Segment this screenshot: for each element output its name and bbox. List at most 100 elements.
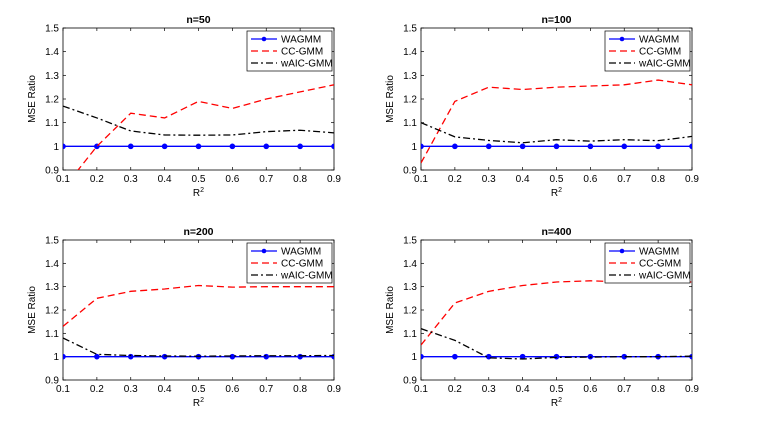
chart-3-series-cc-gmm-line — [63, 284, 334, 327]
chart-3-legend-waic-gmm-label: wAIC-GMM — [280, 271, 333, 282]
chart-2-xtick-label: 0.7 — [617, 174, 631, 185]
chart-3-legend-wagmm-label: WAGMM — [281, 247, 321, 258]
chart-1-xlabel-superscript: 2 — [200, 187, 204, 194]
chart-3-xtick-label: 0.6 — [225, 384, 239, 395]
chart-2-series-wagmm-point — [587, 143, 594, 150]
chart-1-series-wagmm-point — [195, 143, 202, 150]
chart-1-series-wagmm-point — [297, 143, 303, 150]
chart-2-series-wagmm-point — [452, 143, 458, 150]
chart-2-xtick-label: 0.3 — [482, 174, 496, 185]
chart-1-xtick-label: 0.9 — [327, 174, 341, 185]
chart-1-ylabel: MSE Ratio — [27, 75, 38, 123]
chart-4-xtick-label: 0.3 — [482, 384, 496, 395]
chart-4-legend-waic-gmm-label: wAIC-GMM — [638, 271, 691, 282]
chart-4-xtick-label: 0.5 — [550, 384, 564, 395]
chart-1-series-wagmm-point — [331, 143, 334, 150]
chart-3-series-wagmm-point — [229, 353, 236, 360]
chart-2-legend-wagmm-label: WAGMM — [639, 35, 679, 46]
chart-1-series-waic-gmm-line — [63, 105, 334, 136]
chart-1-xlabel-text: R — [193, 188, 200, 199]
chart-1-xtick-label: 0.1 — [56, 174, 70, 185]
chart-3-series-wagmm-point — [94, 353, 100, 360]
chart-1-series-group — [63, 84, 334, 170]
chart-4-series-wagmm-point — [421, 353, 424, 360]
chart-1-legend-wagmm-marker — [261, 36, 267, 42]
chart-3-xtick-label: 0.3 — [124, 384, 138, 395]
chart-2-xtick-label: 0.5 — [550, 174, 564, 185]
chart-1: 0.1 0.2 0.3 0.4 0.5 0.6 0.7 0.8 0.9 0.9 1 1.1 1.2 1.3… — [27, 14, 341, 199]
chart-1-ytick-label: 1.2 — [45, 95, 59, 106]
chart-1-series-wagmm-point — [127, 143, 134, 150]
chart-4-ytick-label: 1.1 — [403, 329, 417, 340]
chart-2-xtick-label: 0.4 — [516, 174, 530, 185]
chart-4-xtick-label: 0.9 — [685, 384, 699, 395]
chart-1-title: n=50 — [186, 14, 210, 26]
chart-3-ytick-label: 1.3 — [45, 282, 59, 293]
chart-4-ytick-label: 1.4 — [403, 259, 417, 270]
chart-1-legend-cc-gmm-label: CC-GMM — [281, 47, 323, 58]
chart-3-xlabel-text: R — [193, 398, 200, 409]
chart-2-legend-box — [604, 30, 691, 72]
chart-4-legend-wagmm-marker — [619, 248, 625, 254]
chart-3-xtick-label: 0.8 — [293, 384, 307, 395]
chart-3-ytick-label: 1.5 — [45, 236, 59, 247]
chart-1-ytick-label: 1 — [53, 142, 59, 153]
chart-3-xlabel-superscript: 2 — [200, 397, 204, 404]
chart-3-series-waic-gmm-line — [63, 337, 334, 357]
chart-4-ytick-label: 1.5 — [403, 236, 417, 247]
chart-4-legend-wagmm-label: WAGMM — [639, 247, 679, 258]
chart-2-series-wagmm-point — [519, 143, 526, 150]
chart-2-series-waic-gmm-line — [421, 122, 692, 144]
chart-1-ytick-label: 1.1 — [45, 118, 59, 129]
chart-2-ytick-label: 0.9 — [403, 166, 417, 177]
chart-1-xlabel: R2 — [193, 187, 204, 199]
chart-3-legend-cc-gmm-label: CC-GMM — [281, 259, 323, 270]
chart-3-xtick-label: 0.2 — [90, 384, 104, 395]
chart-3-title: n=200 — [183, 226, 213, 238]
chart-2-xtick-label: 0.2 — [448, 174, 462, 185]
chart-4-xlabel: R2 — [551, 397, 562, 409]
chart-2-ytick-label: 1.1 — [403, 118, 417, 129]
chart-2-series-cc-gmm-line — [421, 79, 692, 164]
chart-3-xtick-label: 0.4 — [158, 384, 172, 395]
chart-1-xtick-label: 0.3 — [124, 174, 138, 185]
chart-3-series-wagmm-point — [297, 353, 303, 360]
chart-1-xtick-label: 0.6 — [225, 174, 239, 185]
chart-4-legend-cc-gmm-label: CC-GMM — [639, 259, 681, 270]
chart-3-xtick-label: 0.7 — [259, 384, 273, 395]
chart-2-ytick-label: 1.3 — [403, 71, 417, 82]
chart-3-series-wagmm-point — [63, 353, 66, 360]
chart-3-ytick-label: 1.4 — [45, 259, 59, 270]
chart-2-ytick-label: 1.2 — [403, 95, 417, 106]
chart-4-ylabel: MSE Ratio — [385, 286, 396, 334]
chart-1-series-wagmm-point — [161, 143, 168, 150]
chart-4-xtick-label: 0.6 — [583, 384, 597, 395]
chart-4-xtick-label: 0.2 — [448, 384, 462, 395]
chart-2-series-wagmm-point — [655, 143, 661, 150]
chart-4-ytick-label: 1.2 — [403, 306, 417, 317]
chart-4-xtick-label: 0.7 — [617, 384, 631, 395]
chart-3-ytick-label: 0.9 — [45, 376, 59, 387]
chart-2-series-wagmm-point — [621, 143, 628, 150]
chart-2-series-wagmm-point — [485, 143, 492, 150]
chart-1-series-cc-gmm-line — [77, 84, 334, 170]
chart-2-ytick-label: 1.5 — [403, 24, 417, 35]
chart-2-xtick-label: 0.6 — [583, 174, 597, 185]
chart-3-series-group — [63, 284, 334, 360]
chart-2-legend-wagmm-marker — [619, 36, 625, 42]
chart-3-ytick-label: 1.1 — [45, 329, 59, 340]
chart-4-series-wagmm-point — [452, 353, 458, 360]
chart-4-ytick-label: 1.3 — [403, 282, 417, 293]
chart-3-ytick-label: 1 — [53, 352, 59, 363]
chart-1-legend-wagmm-label: WAGMM — [281, 35, 321, 46]
chart-2: 0.1 0.2 0.3 0.4 0.5 0.6 0.7 0.8 0.9 0.9 1 1.1 1.2 1.3… — [385, 14, 699, 199]
chart-1-xtick-label: 0.8 — [293, 174, 307, 185]
chart-4-legend-box — [604, 242, 691, 284]
chart-1-ytick-label: 1.4 — [45, 47, 59, 58]
chart-4-xtick-label: 0.8 — [651, 384, 665, 395]
chart-3-xtick-label: 0.1 — [56, 384, 70, 395]
chart-3-xtick-label: 0.5 — [192, 384, 206, 395]
chart-1-ytick-label: 1.5 — [45, 24, 59, 35]
chart-2-ylabel: MSE Ratio — [385, 75, 396, 123]
